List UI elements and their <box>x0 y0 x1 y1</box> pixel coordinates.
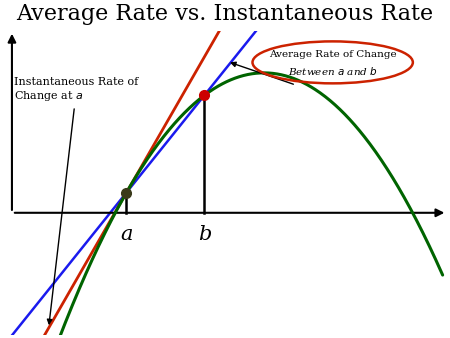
Text: Average Rate of Change: Average Rate of Change <box>269 50 396 59</box>
Text: Between $a$ and $b$: Between $a$ and $b$ <box>288 65 378 77</box>
Text: b: b <box>198 225 211 244</box>
Text: a: a <box>120 225 133 244</box>
Text: Instantaneous Rate of
Change at $a$: Instantaneous Rate of Change at $a$ <box>14 77 139 324</box>
Title: Average Rate vs. Instantaneous Rate: Average Rate vs. Instantaneous Rate <box>17 3 433 25</box>
